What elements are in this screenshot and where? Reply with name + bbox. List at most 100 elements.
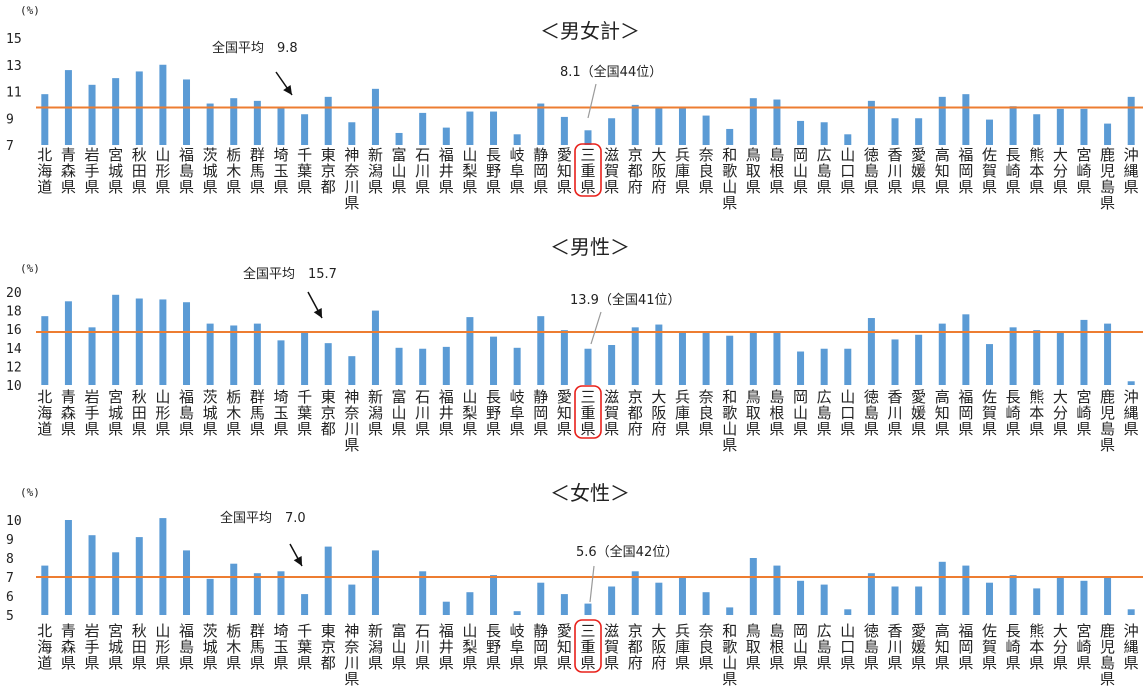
prefecture-label: 三重県 — [580, 146, 595, 196]
bar-東京都 — [324, 96, 332, 145]
bar-鹿児島県 — [1104, 123, 1112, 145]
bar-東京都 — [324, 546, 332, 615]
chart-title: ＜女性＞ — [550, 481, 630, 505]
prefecture-label: 東京都 — [321, 146, 336, 196]
bar-静岡県 — [537, 316, 545, 385]
y-tick-label: 7 — [6, 571, 14, 586]
prefecture-label: 沖縄県 — [1124, 622, 1139, 672]
y-tick-label: 16 — [6, 323, 22, 338]
prefecture-label: 神奈川県 — [344, 388, 359, 454]
bar-岐阜県 — [513, 611, 521, 615]
prefecture-label: 静岡県 — [533, 622, 548, 672]
mie-highlight-box — [574, 143, 602, 197]
bar-山形県 — [159, 518, 167, 615]
prefecture-label: 栃木県 — [226, 622, 241, 672]
bar-福島県 — [183, 302, 191, 385]
bar-北海道 — [41, 94, 49, 145]
bar-島根県 — [773, 565, 781, 615]
bar-富山県 — [395, 132, 403, 145]
bar-長野県 — [490, 111, 498, 145]
prefecture-label: 新潟県 — [368, 388, 383, 438]
prefecture-label: 茨城県 — [203, 622, 218, 672]
bar-奈良県 — [702, 592, 710, 615]
prefecture-label: 埼玉県 — [273, 622, 288, 672]
y-tick-label: 11 — [6, 86, 22, 101]
bar-京都府 — [631, 571, 639, 615]
bar-茨城県 — [206, 323, 214, 385]
prefecture-label: 岐阜県 — [510, 622, 525, 672]
average-arrow-head — [283, 85, 292, 95]
prefecture-label: 東京都 — [321, 622, 336, 672]
bar-熊本県 — [1033, 588, 1041, 615]
prefecture-label: 愛媛県 — [911, 622, 926, 672]
prefecture-label: 大分県 — [1053, 622, 1068, 672]
bar-宮崎県 — [1080, 319, 1088, 385]
y-tick-label: 7 — [6, 139, 14, 154]
prefecture-label: 滋賀県 — [604, 622, 619, 672]
y-tick-label: 9 — [6, 533, 14, 548]
prefecture-label: 徳島県 — [864, 622, 879, 672]
average-arrow-head — [293, 555, 302, 566]
bar-茨城県 — [206, 578, 214, 615]
bar-大阪府 — [655, 324, 663, 385]
prefecture-label: 富山県 — [392, 622, 407, 672]
bar-京都府 — [631, 327, 639, 385]
prefecture-label: 北海道 — [37, 146, 52, 196]
bar-岡山県 — [797, 580, 805, 615]
bar-佐賀県 — [985, 582, 993, 615]
prefecture-label: 長野県 — [486, 622, 501, 672]
prefecture-label: 石川県 — [415, 622, 430, 672]
bar-福島県 — [183, 79, 191, 145]
prefecture-label: 京都府 — [628, 388, 643, 438]
prefecture-label: 神奈川県 — [344, 146, 359, 212]
bar-山梨県 — [466, 111, 474, 145]
prefecture-label: 熊本県 — [1029, 622, 1044, 672]
prefecture-label: 岩手県 — [85, 388, 100, 438]
bar-広島県 — [820, 584, 828, 615]
prefecture-label: 宮崎県 — [1076, 622, 1091, 672]
bar-東京都 — [324, 343, 332, 385]
bar-徳島県 — [867, 573, 875, 615]
bar-岩手県 — [88, 327, 96, 385]
bar-千葉県 — [301, 331, 309, 385]
mie-rank-label: 8.1（全国44位） — [560, 64, 662, 80]
prefecture-label: 和歌山県 — [722, 388, 737, 454]
prefecture-label: 奈良県 — [699, 388, 714, 438]
prefecture-label: 石川県 — [415, 388, 430, 438]
bar-島根県 — [773, 331, 781, 385]
bar-長崎県 — [1009, 106, 1017, 145]
bar-山梨県 — [466, 592, 474, 615]
bar-熊本県 — [1033, 114, 1041, 145]
prefecture-label: 群馬県 — [250, 388, 265, 438]
prefecture-label: 山梨県 — [462, 388, 477, 438]
prefecture-label: 宮城県 — [108, 622, 123, 672]
prefecture-label: 兵庫県 — [675, 388, 690, 438]
y-tick-label: 20 — [6, 286, 22, 301]
mie-leader-line — [587, 83, 597, 119]
prefecture-label: 千葉県 — [297, 622, 312, 672]
prefecture-label: 山口県 — [840, 622, 855, 672]
prefecture-label: 島根県 — [769, 146, 784, 196]
prefecture-label: 長崎県 — [1006, 622, 1021, 672]
bar-山口県 — [844, 348, 852, 385]
bar-埼玉県 — [277, 571, 285, 615]
prefecture-label: 岡山県 — [793, 388, 808, 438]
prefecture-label: 栃木県 — [226, 388, 241, 438]
prefecture-label: 鹿児島県 — [1100, 146, 1115, 212]
prefecture-label: 広島県 — [817, 146, 832, 196]
bar-兵庫県 — [678, 577, 686, 615]
prefecture-label: 秋田県 — [132, 388, 147, 438]
bar-佐賀県 — [985, 119, 993, 145]
bar-新潟県 — [371, 310, 379, 385]
prefecture-label: 石川県 — [415, 146, 430, 196]
bar-千葉県 — [301, 114, 309, 145]
prefecture-label: 愛知県 — [557, 622, 572, 672]
prefecture-label: 愛媛県 — [911, 388, 926, 438]
prefecture-label: 広島県 — [817, 622, 832, 672]
bar-山形県 — [159, 299, 167, 385]
prefecture-label: 和歌山県 — [722, 146, 737, 212]
prefecture-label: 福井県 — [439, 146, 454, 196]
prefecture-label: 広島県 — [817, 388, 832, 438]
